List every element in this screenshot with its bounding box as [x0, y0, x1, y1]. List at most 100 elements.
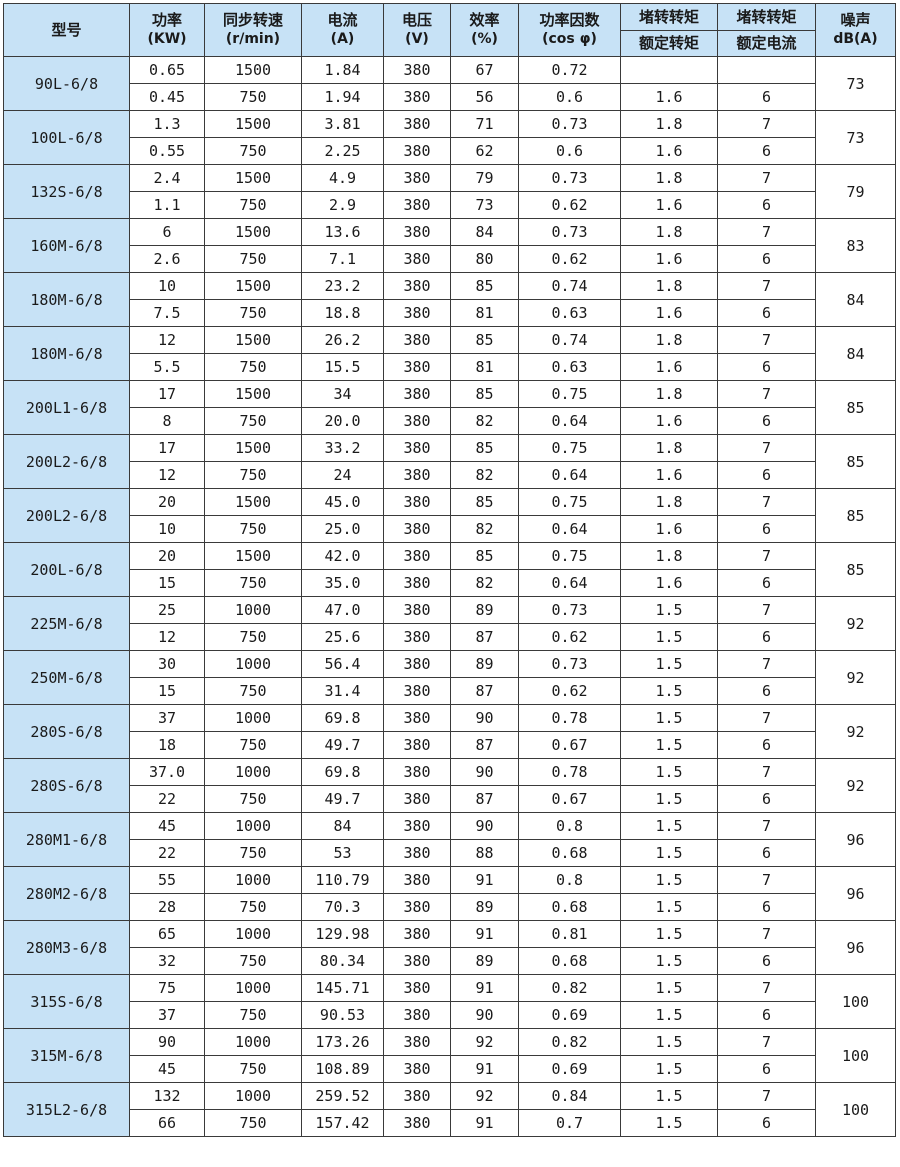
- power-factor-cell: 0.7: [518, 1109, 621, 1137]
- header-unit: (A): [330, 31, 355, 47]
- stall-torque-ratio-cell: 1.6: [620, 461, 718, 489]
- header-label: 电流: [327, 11, 358, 29]
- current-cell: 1.84: [301, 56, 384, 84]
- stall-torque-ratio-cell: 1.8: [620, 164, 718, 192]
- current-cell: 110.79: [301, 866, 384, 894]
- header-label: 功率: [151, 11, 182, 29]
- table-row: 22 750 53 380 88 0.68 1.5 6: [4, 839, 896, 867]
- efficiency-cell: 81: [450, 353, 519, 381]
- stall-torque-ratio-cell: 1.6: [620, 83, 718, 111]
- stall-torque-ratio-cell: 1.5: [620, 866, 718, 894]
- header-power-factor: 功率因数 (cos φ): [518, 3, 621, 57]
- voltage-cell: 380: [383, 704, 451, 732]
- stall-current-ratio-cell: 6: [717, 83, 816, 111]
- model-cell: 90L-6/8: [3, 56, 130, 111]
- efficiency-cell: 90: [450, 704, 519, 732]
- power-cell: 22: [129, 839, 205, 867]
- current-cell: 13.6: [301, 218, 384, 246]
- power-factor-cell: 0.67: [518, 785, 621, 813]
- current-cell: 24: [301, 461, 384, 489]
- table-row: 280M1-6/8 45 1000 84 380 90 0.8 1.5 7 96: [3, 812, 896, 867]
- power-cell: 20: [129, 542, 205, 570]
- power-factor-cell: 0.67: [518, 731, 621, 759]
- voltage-cell: 380: [383, 218, 451, 246]
- speed-cell: 1000: [204, 866, 302, 894]
- noise-cell: 84: [815, 272, 896, 327]
- header-stall-current-bottom: 额定电流: [717, 30, 816, 57]
- stall-torque-ratio-cell: 1.6: [620, 353, 718, 381]
- power-cell: 45: [129, 812, 205, 840]
- stall-current-ratio-cell: 6: [717, 299, 816, 327]
- speed-cell: 750: [204, 407, 302, 435]
- table-row: 45 750 108.89 380 91 0.69 1.5 6: [4, 1055, 896, 1083]
- efficiency-cell: 62: [450, 137, 519, 165]
- stall-current-ratio-cell: 6: [717, 137, 816, 165]
- speed-cell: 750: [204, 623, 302, 651]
- stall-current-ratio-cell: 6: [717, 569, 816, 597]
- header-voltage: 电压 (V): [383, 3, 451, 57]
- power-cell: 0.55: [129, 137, 205, 165]
- current-cell: 26.2: [301, 326, 384, 354]
- noise-cell: 83: [815, 218, 896, 273]
- noise-cell: 100: [815, 1082, 896, 1137]
- efficiency-cell: 90: [450, 812, 519, 840]
- speed-cell: 1000: [204, 920, 302, 948]
- table-row: 15 750 35.0 380 82 0.64 1.6 6: [4, 569, 896, 597]
- header-unit: (V): [405, 31, 429, 47]
- power-factor-cell: 0.72: [518, 56, 621, 84]
- speed-cell: 1500: [204, 110, 302, 138]
- stall-torque-ratio-cell: 1.5: [620, 920, 718, 948]
- header-model: 型号: [3, 3, 130, 57]
- table-row: 18 750 49.7 380 87 0.67 1.5 6: [4, 731, 896, 759]
- efficiency-cell: 91: [450, 974, 519, 1002]
- current-cell: 25.0: [301, 515, 384, 543]
- speed-cell: 750: [204, 245, 302, 273]
- stall-torque-ratio-cell: 1.8: [620, 272, 718, 300]
- model-cell: 200L2-6/8: [3, 488, 130, 543]
- efficiency-cell: 89: [450, 893, 519, 921]
- current-cell: 157.42: [301, 1109, 384, 1137]
- stall-torque-ratio-cell: 1.5: [620, 623, 718, 651]
- speed-cell: 1000: [204, 1082, 302, 1110]
- power-cell: 8: [129, 407, 205, 435]
- table-row: 7.5 750 18.8 380 81 0.63 1.6 6: [4, 299, 896, 327]
- speed-cell: 750: [204, 515, 302, 543]
- speed-cell: 1500: [204, 326, 302, 354]
- power-factor-cell: 0.69: [518, 1055, 621, 1083]
- noise-cell: 84: [815, 326, 896, 381]
- stall-current-ratio-cell: 6: [717, 623, 816, 651]
- table-row: 0.45 750 1.94 380 56 0.6 1.6 6: [4, 83, 896, 111]
- stall-current-ratio-cell: 6: [717, 461, 816, 489]
- model-cell: 280S-6/8: [3, 758, 130, 813]
- power-factor-cell: 0.64: [518, 569, 621, 597]
- voltage-cell: 380: [383, 83, 451, 111]
- table-row: 280S-6/8 37 1000 69.8 380 90 0.78 1.5 7 92: [3, 704, 896, 759]
- power-cell: 17: [129, 380, 205, 408]
- header-unit: (r/min): [225, 31, 281, 47]
- power-cell: 28: [129, 893, 205, 921]
- voltage-cell: 380: [383, 137, 451, 165]
- speed-cell: 750: [204, 83, 302, 111]
- model-cell: 200L-6/8: [3, 542, 130, 597]
- noise-cell: 100: [815, 974, 896, 1029]
- stall-current-ratio-cell: 7: [717, 164, 816, 192]
- noise-cell: 79: [815, 164, 896, 219]
- noise-cell: 73: [815, 110, 896, 165]
- voltage-cell: 380: [383, 1109, 451, 1137]
- speed-cell: 750: [204, 947, 302, 975]
- table-row: 200L-6/8 20 1500 42.0 380 85 0.75 1.8 7 85: [3, 542, 896, 597]
- noise-cell: 73: [815, 56, 896, 111]
- header-stall-current-top: 堵转转矩: [717, 3, 816, 31]
- model-cell: 250M-6/8: [3, 650, 130, 705]
- efficiency-cell: 84: [450, 218, 519, 246]
- stall-torque-ratio-cell: 1.5: [620, 731, 718, 759]
- voltage-cell: 380: [383, 515, 451, 543]
- efficiency-cell: 79: [450, 164, 519, 192]
- stall-torque-ratio-cell: 1.5: [620, 704, 718, 732]
- stall-torque-ratio-cell: 1.5: [620, 596, 718, 624]
- power-cell: 32: [129, 947, 205, 975]
- voltage-cell: 380: [383, 380, 451, 408]
- model-cell: 225M-6/8: [3, 596, 130, 651]
- voltage-cell: 380: [383, 677, 451, 705]
- header-power: 功率 (KW): [129, 3, 205, 57]
